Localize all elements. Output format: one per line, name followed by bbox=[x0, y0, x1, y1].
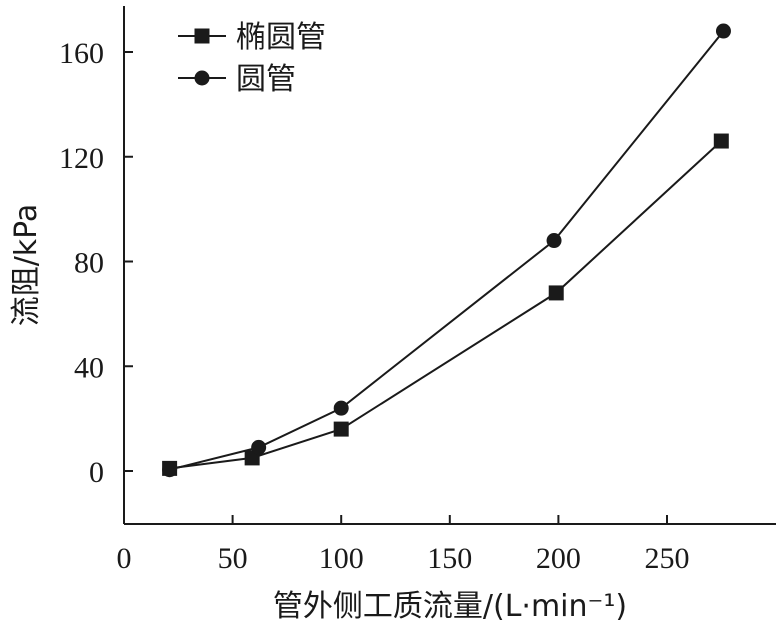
series-layer bbox=[162, 23, 731, 478]
legend-item-2: 圆管 bbox=[178, 62, 296, 97]
y-tick-label: 120 bbox=[59, 142, 104, 175]
x-tick-label: 50 bbox=[218, 542, 248, 575]
data-point-circle bbox=[333, 400, 349, 416]
data-point-square bbox=[548, 285, 564, 301]
x-ticks: 0 50 100 150 200 250 bbox=[117, 515, 690, 575]
series-1 bbox=[162, 133, 729, 476]
x-tick-label: 250 bbox=[645, 542, 690, 575]
x-tick-label: 0 bbox=[117, 542, 132, 575]
y-tick-label: 80 bbox=[74, 247, 104, 280]
data-point-square bbox=[333, 421, 349, 437]
y-ticks: 0 40 80 120 160 bbox=[59, 37, 133, 489]
series-2 bbox=[162, 23, 731, 478]
y-axis-title: 流阻/kPa bbox=[9, 204, 44, 327]
legend-marker-square bbox=[194, 28, 210, 44]
y-tick-label: 0 bbox=[89, 456, 104, 489]
x-tick-label: 100 bbox=[319, 542, 364, 575]
x-axis-title: 管外侧工质流量/(L·min⁻¹) bbox=[273, 589, 627, 624]
legend-marker-circle bbox=[194, 70, 210, 86]
y-tick-label: 40 bbox=[74, 351, 104, 384]
legend-label: 圆管 bbox=[236, 62, 296, 97]
data-point-circle bbox=[715, 23, 731, 39]
data-point-circle bbox=[162, 462, 178, 478]
x-tick-label: 150 bbox=[427, 542, 472, 575]
data-point-square bbox=[713, 133, 729, 149]
x-tick-label: 200 bbox=[536, 542, 581, 575]
y-tick-label: 160 bbox=[59, 37, 104, 70]
data-point-circle bbox=[251, 439, 267, 455]
legend-label: 椭圆管 bbox=[236, 20, 326, 55]
data-point-circle bbox=[546, 233, 562, 249]
legend-item-1: 椭圆管 bbox=[178, 20, 326, 55]
series-line bbox=[169, 140, 722, 470]
axes bbox=[123, 6, 776, 525]
